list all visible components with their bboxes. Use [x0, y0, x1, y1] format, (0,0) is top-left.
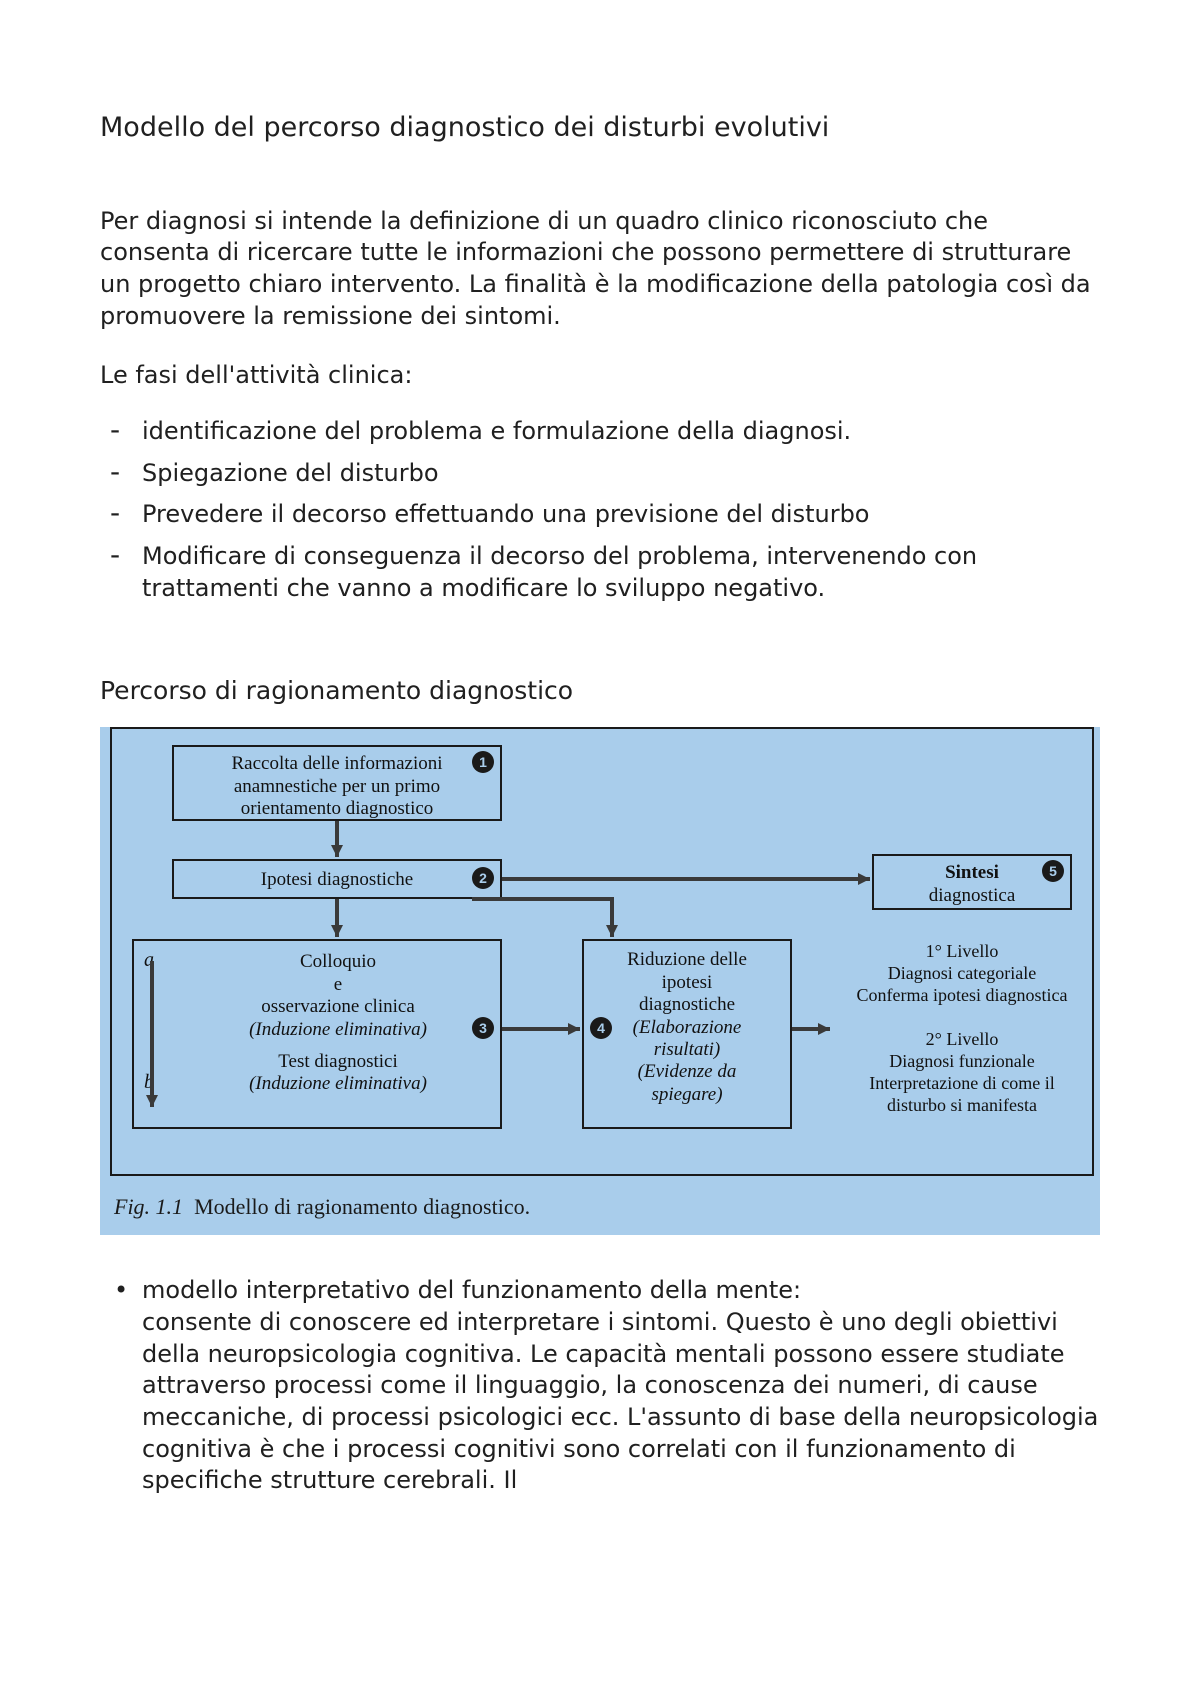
node-line: (Elaborazione — [592, 1017, 782, 1039]
node-line: Ipotesi diagnostiche — [261, 869, 414, 890]
flowchart-node-sintesi: Sintesi diagnostica 5 — [872, 854, 1072, 910]
level-2-text: 2° Livello Diagnosi funzionale Interpret… — [832, 1029, 1092, 1117]
level-line: 1° Livello — [832, 941, 1092, 963]
node-line: orientamento diagnostico — [182, 798, 492, 820]
flowchart-node-raccolta: Raccolta delle informazioni anamnestiche… — [172, 745, 502, 821]
node-line: risultati) — [592, 1039, 782, 1061]
node-line: (Evidenze da — [592, 1061, 782, 1083]
phase-item: Spiegazione del disturbo — [100, 458, 1100, 490]
flowchart-node-colloquio-test: Colloquio e osservazione clinica (Induzi… — [132, 939, 502, 1129]
node-line: osservazione clinica — [184, 996, 492, 1018]
page-title: Modello del percorso diagnostico dei dis… — [100, 110, 1100, 146]
document-page: Modello del percorso diagnostico dei dis… — [0, 0, 1200, 1697]
flowchart-node-riduzione: Riduzione delle ipotesi diagnostiche (El… — [582, 939, 792, 1129]
node-line: (Induzione eliminativa) — [184, 1019, 492, 1041]
bullet-list-2: modello interpretativo del funzionamento… — [100, 1275, 1100, 1497]
side-label-a: a — [144, 949, 154, 973]
node-line: (Induzione eliminativa) — [184, 1073, 492, 1095]
figure-caption-text: Modello di ragionamento diagnostico. — [194, 1194, 530, 1219]
node-badge: 2 — [472, 867, 494, 889]
node-line: Riduzione delle — [592, 949, 782, 971]
node-line: Test diagnostici — [184, 1051, 492, 1073]
level-line: Diagnosi funzionale — [832, 1051, 1092, 1073]
section-heading: Percorso di ragionamento diagnostico — [100, 674, 1100, 707]
flowchart: Raccolta delle informazioni anamnestiche… — [110, 727, 1094, 1176]
node-line: ipotesi — [592, 972, 782, 994]
level-line: Diagnosi categoriale — [832, 963, 1092, 985]
bullet-item: modello interpretativo del funzionamento… — [100, 1275, 1100, 1497]
phase-item: Prevedere il decorso effettuando una pre… — [100, 499, 1100, 531]
figure-caption: Fig. 1.1 Modello di ragionamento diagnos… — [100, 1186, 1100, 1235]
node-line: diagnostica — [882, 885, 1062, 907]
phase-item: Modificare di conseguenza il decorso del… — [100, 541, 1100, 604]
level-1-text: 1° Livello Diagnosi categoriale Conferma… — [832, 941, 1092, 1007]
bullet-head: modello interpretativo del funzionamento… — [142, 1276, 801, 1304]
node-line: spiegare) — [592, 1084, 782, 1106]
level-line: disturbo si manifesta — [832, 1095, 1092, 1117]
side-label-b: b — [144, 1071, 154, 1095]
level-line: Conferma ipotesi diagnostica — [832, 985, 1092, 1007]
level-line: 2° Livello — [832, 1029, 1092, 1051]
node-line: Sintesi — [882, 862, 1062, 884]
bullet-body: consente di conoscere ed interpretare i … — [142, 1308, 1098, 1494]
level-line: Interpretazione di come il — [832, 1073, 1092, 1095]
intro-paragraph: Per diagnosi si intende la definizione d… — [100, 206, 1100, 333]
node-line: Raccolta delle informazioni — [182, 753, 492, 775]
phases-heading: Le fasi dell'attività clinica: — [100, 360, 1100, 392]
phases-list: identificazione del problema e formulazi… — [100, 416, 1100, 604]
figure-number: Fig. 1.1 — [114, 1194, 183, 1219]
phase-item: identificazione del problema e formulazi… — [100, 416, 1100, 448]
node-line: e — [184, 974, 492, 996]
node-line: Colloquio — [184, 951, 492, 973]
figure-container: Raccolta delle informazioni anamnestiche… — [100, 727, 1100, 1235]
node-line: diagnostiche — [592, 994, 782, 1016]
spacer — [184, 1041, 492, 1051]
node-line: anamnestiche per un primo — [182, 776, 492, 798]
flowchart-node-ipotesi: Ipotesi diagnostiche 2 — [172, 859, 502, 899]
